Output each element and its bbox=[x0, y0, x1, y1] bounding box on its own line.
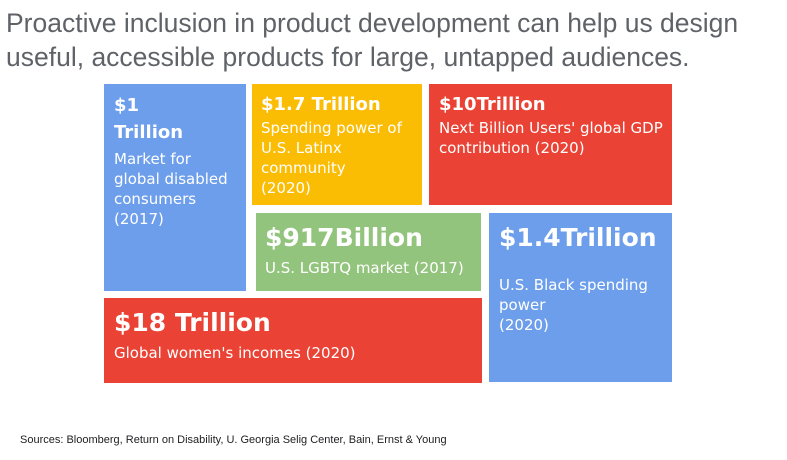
sources-footnote: Sources: Bloomberg, Return on Disability… bbox=[20, 434, 447, 446]
black-spending-amount: $1.4Trillion bbox=[499, 223, 657, 252]
disabled-market-amount-line2: Trillion bbox=[114, 122, 184, 143]
next-billion-users-description: Next Billion Users' global GDP contribut… bbox=[439, 119, 663, 157]
next-billion-users-box: $10Trillion Next Billion Users' global G… bbox=[429, 84, 672, 205]
women-incomes-description: Global women's incomes (2020) bbox=[114, 344, 356, 362]
latinx-spending-box: $1.7 Trillion Spending power of U.S. Lat… bbox=[252, 84, 422, 205]
latinx-spending-description: Spending power of U.S. Latinx community bbox=[261, 119, 402, 177]
latinx-spending-amount: $1.7 Trillion bbox=[261, 94, 381, 115]
black-spending-year: (2020) bbox=[499, 316, 549, 334]
lgbtq-market-amount: $917Billion bbox=[265, 223, 423, 252]
next-billion-users-amount: $10Trillion bbox=[439, 94, 546, 115]
headline: Proactive inclusion in product developme… bbox=[6, 8, 739, 72]
black-spending-box: $1.4Trillion U.S. Black spending power (… bbox=[489, 213, 672, 382]
disabled-market-box: $1 Trillion Market for global disabled c… bbox=[104, 84, 246, 291]
disabled-market-amount-line1: $1 bbox=[114, 95, 140, 116]
black-spending-description: U.S. Black spending power bbox=[499, 276, 648, 314]
lgbtq-market-description: U.S. LGBTQ market (2017) bbox=[265, 259, 464, 277]
women-incomes-box: $18 Trillion Global women's incomes (202… bbox=[104, 298, 482, 383]
disabled-market-description: Market for global disabled consumers (20… bbox=[114, 150, 228, 228]
latinx-spending-year: (2020) bbox=[261, 179, 311, 197]
women-incomes-amount: $18 Trillion bbox=[114, 308, 271, 337]
lgbtq-market-box: $917Billion U.S. LGBTQ market (2017) bbox=[256, 213, 481, 291]
